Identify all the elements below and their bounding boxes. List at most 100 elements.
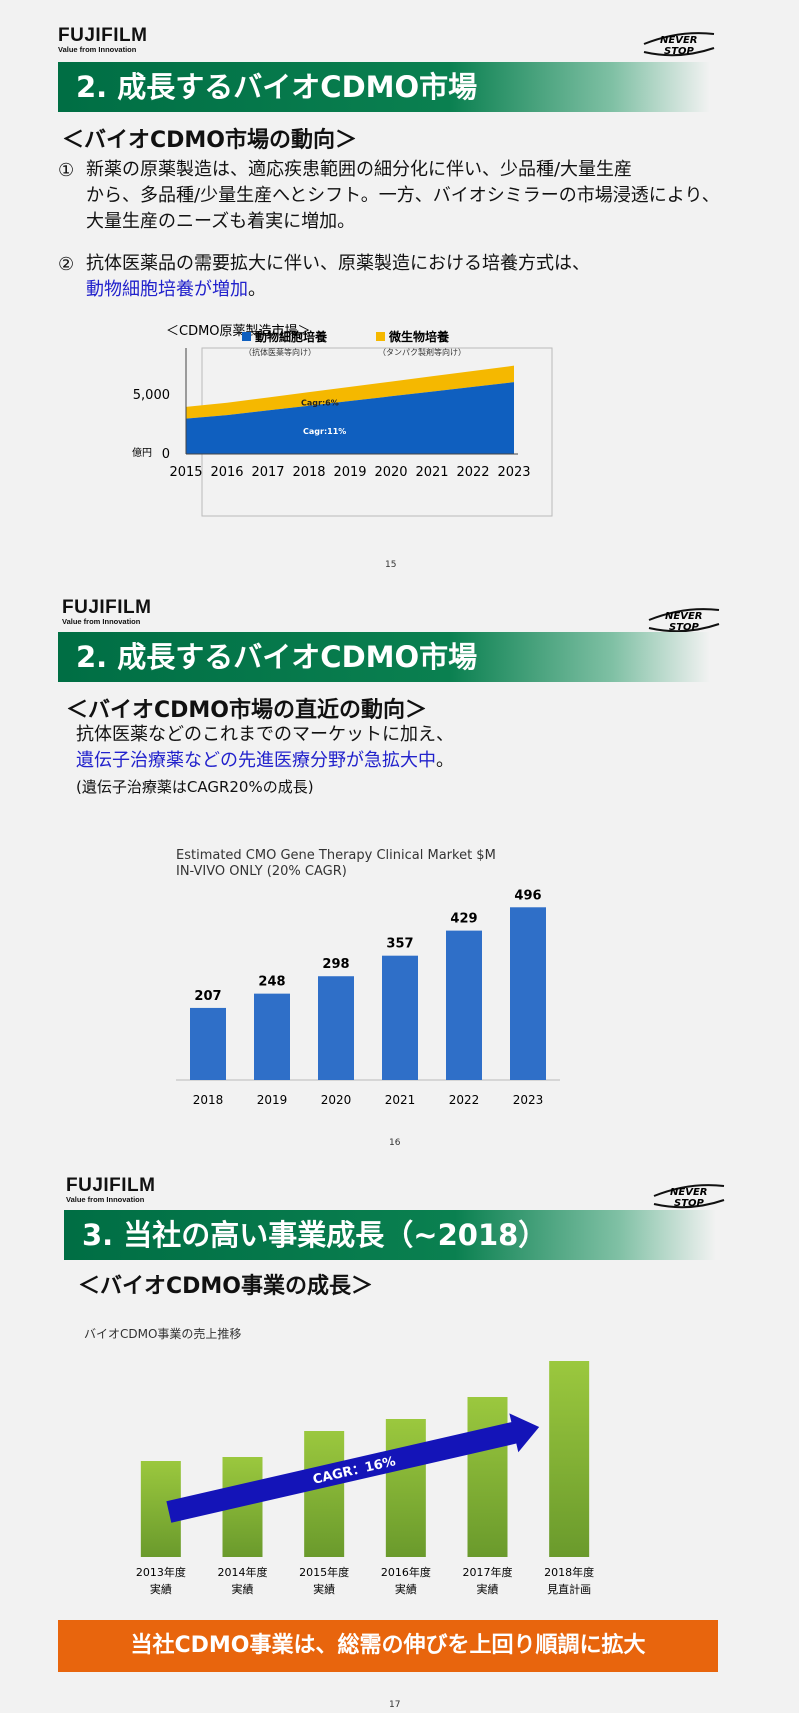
x-tick-sublabel: 実績 [313,1582,335,1596]
intro-line-1: 抗体医薬などのこれまでのマーケットに加え、 [76,724,454,745]
y-unit-label: 億円 [132,446,152,459]
section-heading: ＜バイオCDMO事業の成長＞ [78,1274,374,1299]
logo-tagline: Value from Innovation [62,617,141,626]
x-tick-label: 2015年度 [299,1565,349,1579]
x-tick-label: 2021 [385,1093,416,1107]
legend-swatch [376,332,385,341]
annotation-animal-cagr: Cagr:11% [303,427,346,436]
plot-area: 207 2018 248 2019 298 2020 357 2021 429 2022 496 20… [176,888,560,1107]
never-stop-logo: NEVER STOP [643,32,715,57]
never-text: NEVER [670,1187,707,1198]
section-heading: ＜バイオCDMO市場の直近の動向＞ [66,698,428,723]
item-1-text: 新薬の原薬製造は、適応疾患範囲の細分化に伴い、少品種/大量生産 から、多品種/少… [86,157,720,235]
stop-text: STOP [664,46,695,57]
logo-word: FUJIFILM [66,1175,156,1196]
x-tick-label: 2017 [251,465,284,480]
bar-value-label: 298 [322,957,349,972]
y-tick-label: 5,000 [133,388,170,403]
area-animal-cell [186,382,514,454]
annotation-microbial-cagr: Cagr:6% [301,399,339,408]
chart-title: ＜CDMO原薬製造市場＞ [166,323,311,339]
bar [382,955,418,1080]
x-tick-sublabel: 実績 [477,1582,499,1596]
bar-value-label: 429 [450,912,477,927]
slide-1: FUJIFILM Value from Innovation NEVER STO… [0,0,799,570]
intro-period: 。 [436,750,454,771]
logo-tagline: Value from Innovation [58,45,137,54]
intro-line-2: 遺伝子治療薬などの先進医療分野が急拡大中。 [76,748,454,774]
fujifilm-logo: FUJIFILM Value from Innovation [62,598,152,626]
intro-text: 抗体医薬などのこれまでのマーケットに加え、 遺伝子治療薬などの先進医療分野が急拡… [76,722,454,800]
item-2-highlight: 動物細胞培養が増加 [86,279,248,300]
item-number-2: ② [58,254,75,275]
bar-value-label: 248 [258,975,285,990]
legend-label: 動物細胞培養 [255,329,327,344]
item-1-line-2: から、多品種/少量生産へとシフト。一方、バイオシミラーの市場浸透により、 [86,185,720,206]
x-tick-label: 2013年度 [136,1565,186,1579]
conclusion-banner: 当社CDMO事業は、総需の伸びを上回り順調に拡大 [58,1620,718,1672]
x-tick-label: 2020 [321,1093,352,1107]
x-tick-label: 2014年度 [218,1565,268,1579]
bar [467,1397,508,1557]
legend-sublabel: （抗体医薬等向け） [244,347,316,357]
slide-2: FUJIFILM Value from Innovation NEVER STO… [0,580,799,1150]
arrow-shape [166,1413,540,1523]
gene-therapy-chart: Estimated CMO Gene Therapy Clinical Mark… [176,848,560,1107]
x-tick-label: 2016 [210,465,243,480]
x-tick-label: 2022 [456,465,489,480]
legend-label: 微生物培養 [388,329,449,344]
x-tick-label: 2019 [333,465,366,480]
x-tick-label: 2023 [513,1093,544,1107]
bar [446,930,482,1080]
stop-text: STOP [674,1198,705,1209]
x-tick-sublabel: 見直計画 [547,1582,591,1596]
axes: 2015 2016 2017 2018 2019 2020 2021 2022 2023 0 5,0… [132,348,531,480]
never-stop-logo: NEVER STOP [653,1184,725,1209]
title-band: 2. 成長するバイオCDMO市場 [58,62,710,112]
slide-title: 2. 成長するバイオCDMO市場 [76,70,478,104]
page-number: 17 [389,1700,401,1710]
logo-word: FUJIFILM [62,597,152,618]
x-tick-sublabel: 実績 [395,1582,417,1596]
item-2-line-1: 抗体医薬品の需要拡大に伴い、原薬製造における培養方式は、 [86,253,590,274]
chart-title-line-2: IN-VIVO ONLY (20% CAGR) [176,864,347,879]
section-heading: ＜バイオCDMO市場の動向＞ [62,128,358,153]
bar [304,1431,345,1557]
bar-value-label: 496 [514,888,541,903]
x-tick-label: 2015 [169,465,202,480]
cdmo-sales-chart: バイオCDMO事業の売上推移 2013年度実績2014年度実績2015年度実績2… [84,1326,594,1596]
never-text: NEVER [660,35,697,46]
item-2-line-2: 動物細胞培養が増加。 [86,277,590,303]
stop-text: STOP [669,622,700,633]
bar [385,1419,426,1557]
title-band: 2. 成長するバイオCDMO市場 [58,632,710,682]
x-tick-label: 2019 [257,1093,288,1107]
bar [549,1361,590,1557]
slide-3: FUJIFILM Value from Innovation NEVER STO… [0,1160,799,1713]
item-2-text: 抗体医薬品の需要拡大に伴い、原薬製造における培養方式は、 動物細胞培養が増加。 [86,251,590,303]
legend-sublabel: （タンパク製剤等向け） [378,347,466,357]
bar [510,907,546,1080]
legend-swatch [242,332,251,341]
x-tick-label: 2017年度 [463,1565,513,1579]
fujifilm-logo: FUJIFILM Value from Innovation [66,1176,156,1204]
plot-area: Cagr:6% Cagr:11% [186,365,514,454]
x-tick-label: 2020 [374,465,407,480]
chart-title: バイオCDMO事業の売上推移 [84,1326,241,1341]
area-microbial [186,365,514,419]
x-tick-label: 2022 [449,1093,480,1107]
item-1-line-3: 大量生産のニーズも着実に増加。 [86,211,356,232]
fujifilm-logo: FUJIFILM Value from Innovation [58,26,148,54]
logo-word: FUJIFILM [58,25,148,46]
cdmo-market-chart: ＜CDMO原薬製造市場＞ Cagr:6% Cagr:11% 動物細胞培養 （抗体医薬… [132,323,553,517]
y-tick-label: 0 [162,447,170,462]
intro-highlight: 遺伝子治療薬などの先進医療分野が急拡大中 [76,750,436,771]
never-text: NEVER [665,611,702,622]
legend: 動物細胞培養 （抗体医薬等向け） 微生物培養 （タンパク製剤等向け） [242,329,466,357]
item-number-1: ① [58,160,75,181]
never-stop-logo: NEVER STOP [648,608,720,633]
bar [318,976,354,1080]
x-tick-sublabel: 実績 [232,1582,254,1596]
slide-title: 2. 成長するバイオCDMO市場 [76,640,478,674]
